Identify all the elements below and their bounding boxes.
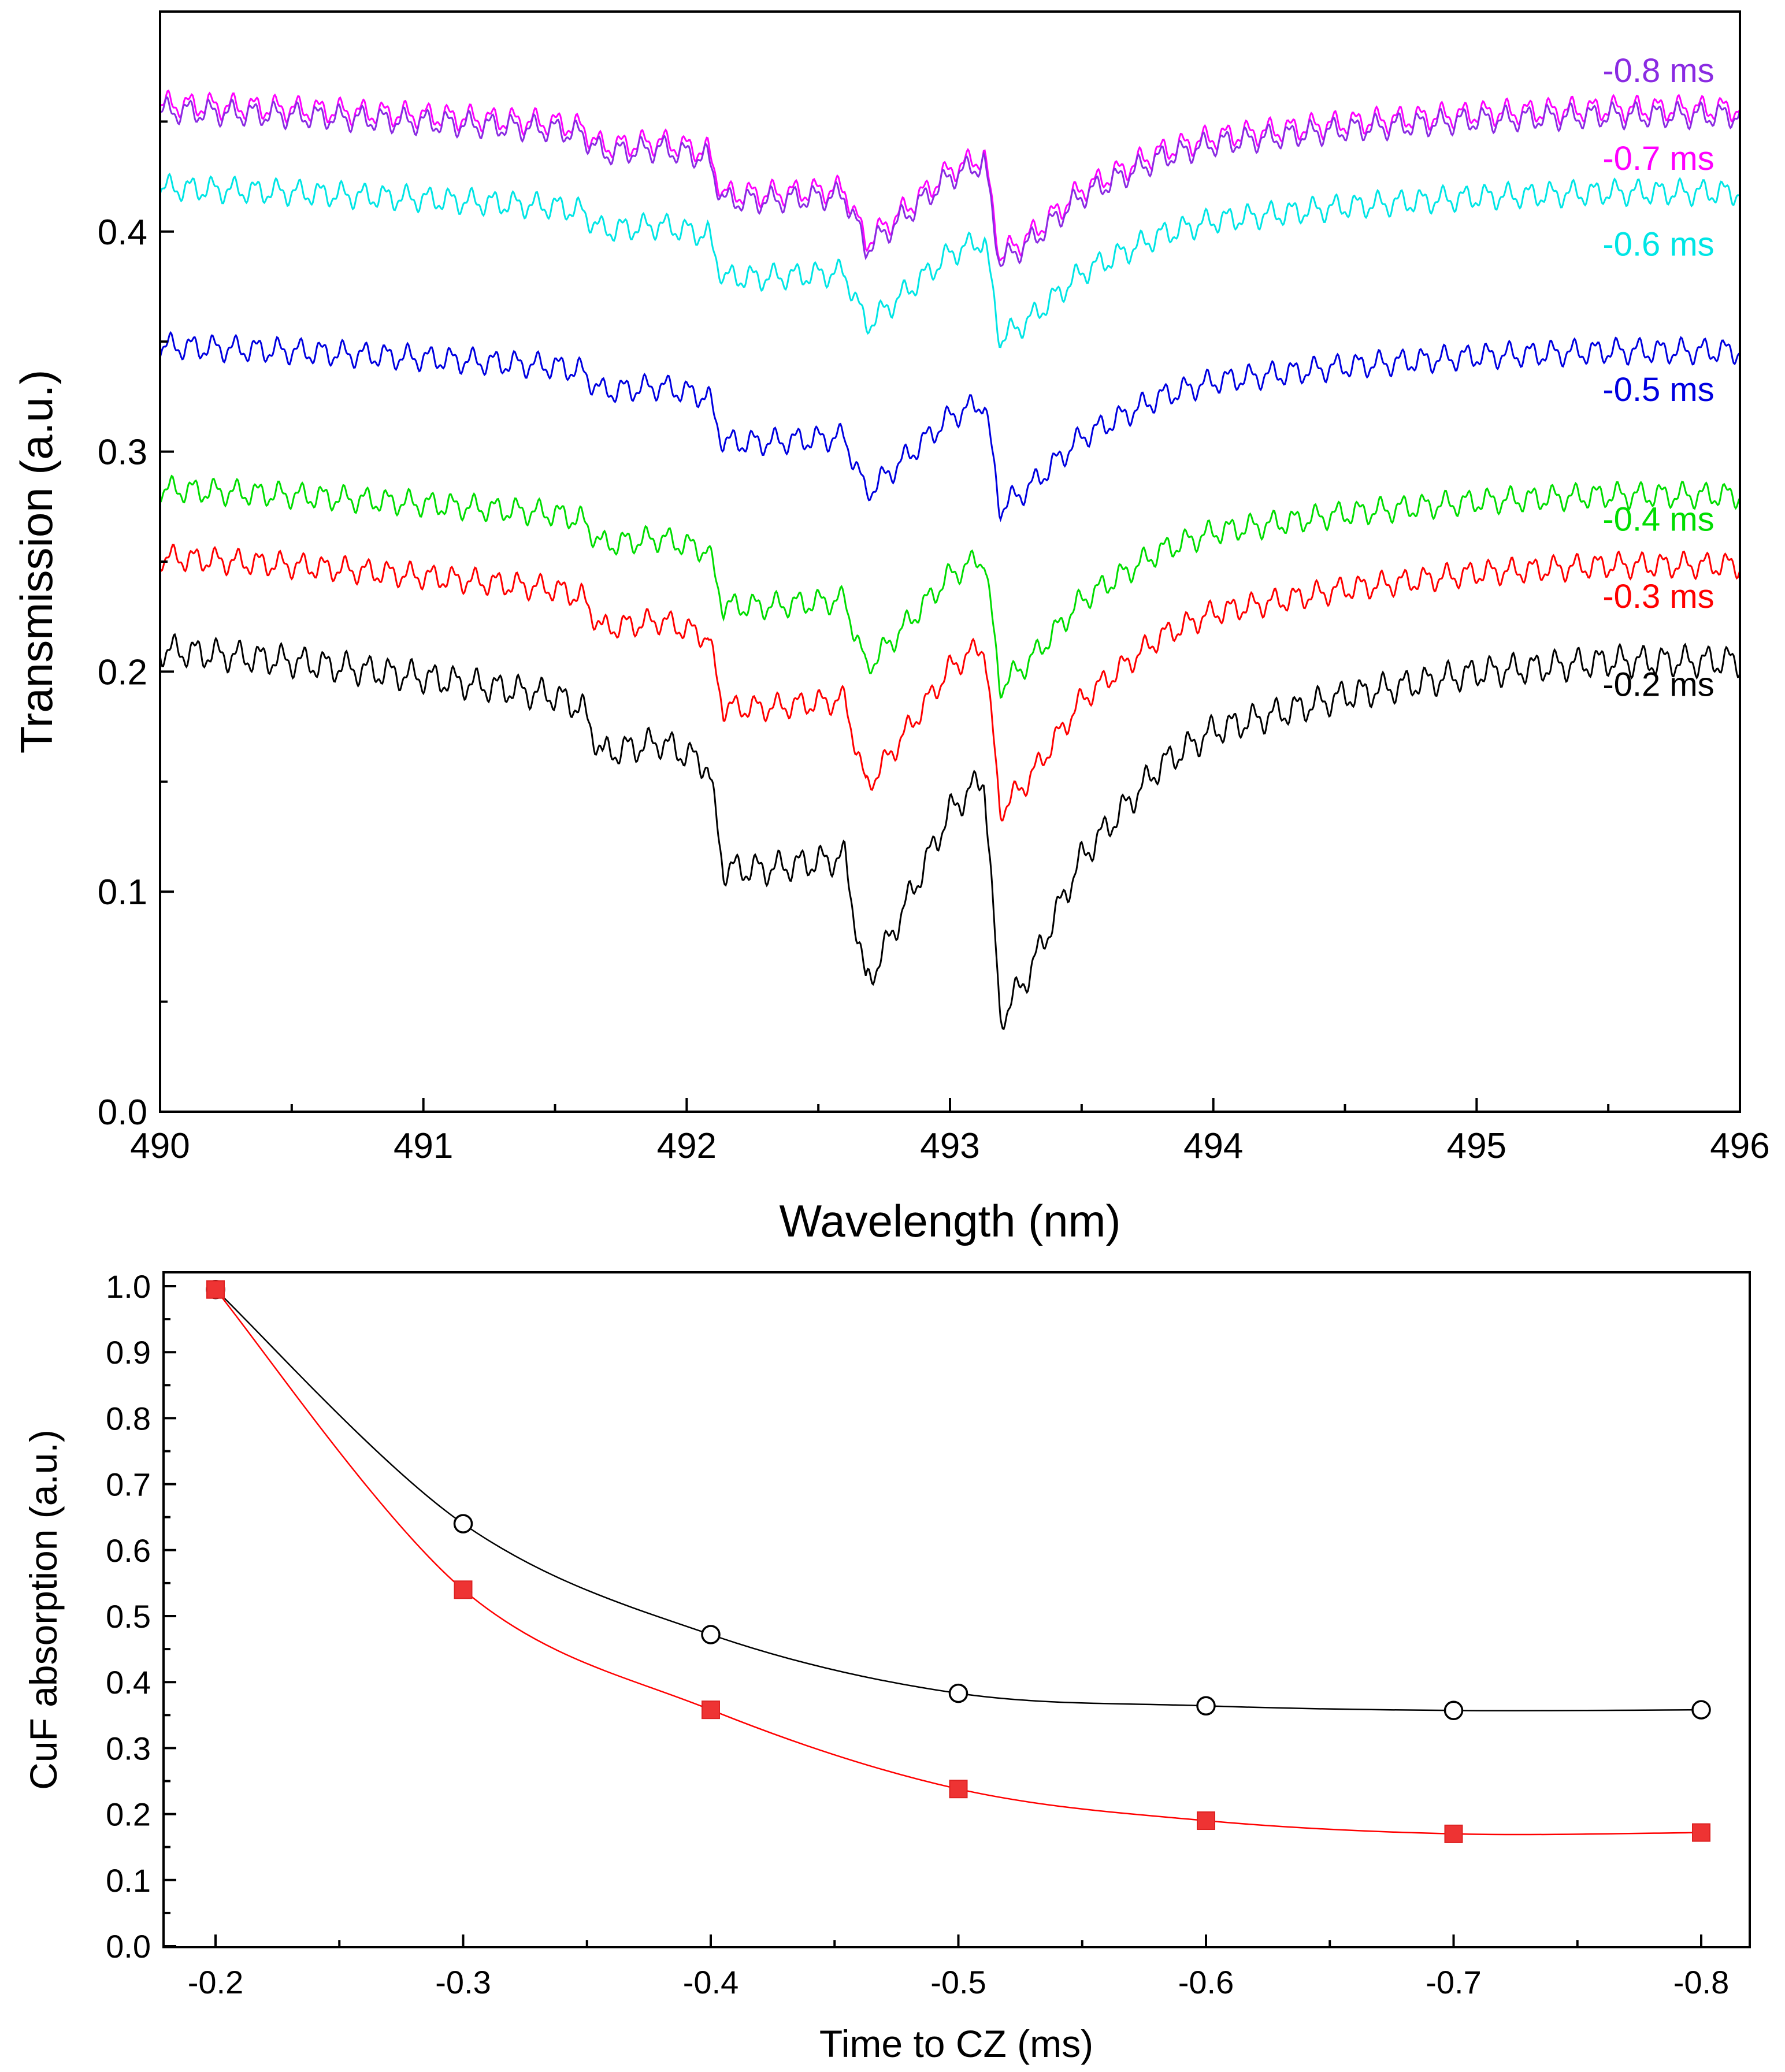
bottom-y-tick-label: 0.2 — [106, 1796, 151, 1833]
series-label-03: -0.3 ms — [1602, 578, 1714, 615]
top-y-tick-label: 0.0 — [98, 1093, 147, 1132]
bottom-x-tick-label: -0.3 — [435, 1964, 491, 2000]
cuf-absorption-chart: -0.2 -0.3 -0.4 -0.5 -0.6 -0.7 -0.8 0.0 0.1 0.2 0.3… — [22, 1268, 1751, 2065]
spectrum-line-02 — [159, 633, 1741, 1030]
bottom-y-axis-title: CuF absorption (a.u.) — [22, 1429, 65, 1790]
circle-data-point — [1691, 1700, 1711, 1720]
circle-data-point — [948, 1683, 968, 1703]
top-x-axis-title: Wavelength (nm) — [780, 1195, 1121, 1246]
square-data-point — [949, 1780, 968, 1799]
bottom-plot-frame — [162, 1271, 1751, 1948]
top-axis-ticks: 490 491 492 493 494 495 496 0.0 0.1 0.2 0.3 0.4 — [98, 120, 1770, 1166]
spectrum-series-group — [159, 89, 1741, 1030]
top-x-tick-label: 493 — [920, 1126, 979, 1166]
bottom-y-tick-label: 0.1 — [106, 1862, 151, 1899]
bottom-y-tick-label: 0.3 — [106, 1730, 151, 1766]
top-x-tick-label: 494 — [1183, 1126, 1243, 1166]
transmission-spectrum-chart: 490 491 492 493 494 495 496 0.0 0.1 0.2 0.3 0.4 -0.… — [11, 10, 1770, 1246]
bottom-x-tick-label: -0.5 — [930, 1964, 986, 2000]
bottom-x-tick-label: -0.2 — [188, 1964, 244, 2000]
circle-data-point — [453, 1514, 473, 1533]
series-label-08: -0.8 ms — [1602, 52, 1714, 90]
top-series-labels: -0.2 ms -0.3 ms -0.4 ms -0.5 ms -0.6 ms -0.7 … — [1602, 52, 1714, 703]
bottom-y-tick-label: 0.6 — [106, 1532, 151, 1569]
top-x-tick-label: 491 — [394, 1126, 453, 1166]
bottom-x-tick-label: -0.7 — [1426, 1964, 1482, 2000]
circle-data-point — [1443, 1700, 1464, 1721]
bottom-y-tick-label: 0.9 — [106, 1334, 151, 1371]
top-y-tick-label: 0.2 — [98, 652, 147, 692]
spectrum-line-08 — [159, 96, 1741, 267]
top-y-tick-label: 0.4 — [98, 213, 147, 252]
series-label-05: -0.5 ms — [1602, 371, 1714, 409]
top-x-tick-label: 490 — [130, 1126, 190, 1166]
top-y-axis-title: Transmission (a.u.) — [11, 370, 62, 754]
spectrum-line-07 — [159, 89, 1741, 262]
bottom-x-tick-label: -0.6 — [1178, 1964, 1234, 2000]
spectrum-line-03 — [159, 544, 1741, 822]
spectrum-line-04 — [159, 474, 1741, 699]
bottom-y-tick-label: 0.5 — [106, 1598, 151, 1635]
series-label-07: -0.7 ms — [1602, 140, 1714, 177]
bottom-axis-ticks: -0.2 -0.3 -0.4 -0.5 -0.6 -0.7 -0.8 0.0 0.1 0.2 0.3… — [106, 1268, 1729, 2000]
top-x-tick-label: 495 — [1447, 1126, 1506, 1166]
square-data-point — [454, 1580, 473, 1599]
circle-data-point — [1196, 1696, 1216, 1716]
top-y-tick-label: 0.3 — [98, 433, 147, 473]
top-x-tick-label: 496 — [1710, 1126, 1769, 1166]
circle-data-point — [701, 1625, 721, 1644]
bottom-x-tick-label: -0.4 — [683, 1964, 739, 2000]
square-data-point — [1444, 1824, 1463, 1843]
square-data-point — [1197, 1811, 1215, 1830]
series-label-04: -0.4 ms — [1602, 501, 1714, 539]
spectrum-line-06 — [159, 172, 1741, 348]
bottom-y-tick-label: 0.7 — [106, 1466, 151, 1503]
absorption-series-group — [206, 1279, 1711, 1843]
bottom-x-axis-title: Time to CZ (ms) — [819, 2022, 1093, 2065]
bottom-y-tick-label: 0.8 — [106, 1400, 151, 1436]
square-data-point — [1692, 1823, 1710, 1842]
square-data-point — [206, 1280, 225, 1299]
bottom-y-tick-label: 1.0 — [106, 1268, 151, 1305]
series-label-02: -0.2 ms — [1602, 666, 1714, 703]
top-x-tick-label: 492 — [657, 1126, 717, 1166]
series-label-06: -0.6 ms — [1602, 226, 1714, 263]
spectrum-line-05 — [159, 331, 1741, 522]
bottom-x-tick-label: -0.8 — [1673, 1964, 1730, 2000]
bottom-y-tick-label: 0.4 — [106, 1664, 151, 1700]
bottom-y-tick-label: 0.0 — [106, 1928, 151, 1965]
top-y-tick-label: 0.1 — [98, 872, 147, 912]
square-data-point — [702, 1700, 720, 1720]
